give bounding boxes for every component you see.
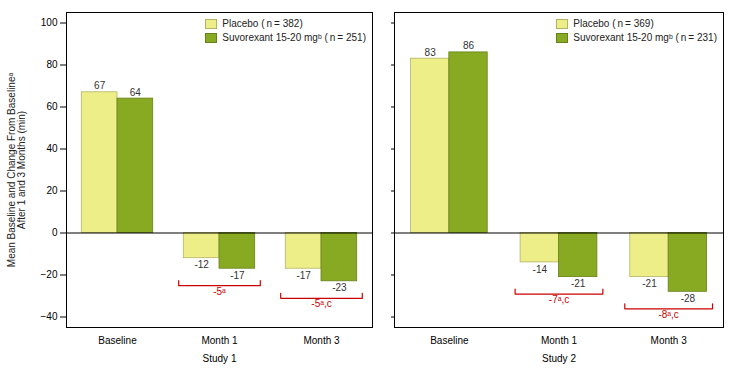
svg-text:100: 100 bbox=[41, 17, 58, 28]
svg-text:Month 1: Month 1 bbox=[201, 335, 238, 346]
svg-text:−40: −40 bbox=[41, 311, 58, 322]
svg-text:-7ᵃ,c: -7ᵃ,c bbox=[549, 294, 569, 305]
svg-text:-28: -28 bbox=[681, 293, 696, 304]
svg-text:Month 3: Month 3 bbox=[303, 335, 340, 346]
svg-text:Month 1: Month 1 bbox=[541, 335, 578, 346]
svg-text:0: 0 bbox=[52, 227, 58, 238]
svg-text:-21: -21 bbox=[642, 278, 657, 289]
svg-text:Study 2: Study 2 bbox=[542, 353, 576, 364]
svg-text:-17: -17 bbox=[296, 270, 311, 281]
svg-text:-5ᵃ: -5ᵃ bbox=[213, 286, 226, 297]
html-text:Placebo ( n = 369): Placebo ( n = 369) bbox=[573, 18, 654, 29]
svg-text:64: 64 bbox=[130, 87, 142, 98]
svg-text:Mean Baseline and Change From: Mean Baseline and Change From BaselineᵃA… bbox=[6, 73, 27, 268]
svg-text:Month 3: Month 3 bbox=[651, 335, 688, 346]
svg-text:80: 80 bbox=[46, 59, 58, 70]
svg-text:−20: −20 bbox=[41, 269, 58, 280]
html-text:Suvorexant 15-20 mgᵇ ( n = 251: Suvorexant 15-20 mgᵇ ( n = 251) bbox=[222, 32, 366, 43]
html-text:Suvorexant 15-20 mgᵇ ( n = 231: Suvorexant 15-20 mgᵇ ( n = 231) bbox=[573, 32, 717, 43]
svg-text:-23: -23 bbox=[332, 282, 347, 293]
svg-text:86: 86 bbox=[463, 40, 475, 51]
svg-text:-14: -14 bbox=[533, 264, 548, 275]
svg-text:-8ᵃ,c: -8ᵃ,c bbox=[658, 309, 678, 320]
svg-text:83: 83 bbox=[425, 47, 437, 58]
html-text:Placebo ( n = 382): Placebo ( n = 382) bbox=[222, 18, 303, 29]
svg-text:40: 40 bbox=[46, 143, 58, 154]
svg-text:-5ᵃ,c: -5ᵃ,c bbox=[311, 298, 331, 309]
svg-text:67: 67 bbox=[94, 80, 106, 91]
svg-text:20: 20 bbox=[46, 185, 58, 196]
svg-text:60: 60 bbox=[46, 101, 58, 112]
svg-text:-17: -17 bbox=[230, 270, 245, 281]
svg-text:Study 1: Study 1 bbox=[203, 353, 237, 364]
svg-text:-12: -12 bbox=[194, 259, 209, 270]
svg-text:Baseline: Baseline bbox=[98, 335, 137, 346]
svg-text:-21: -21 bbox=[571, 278, 586, 289]
svg-text:Baseline: Baseline bbox=[430, 335, 469, 346]
